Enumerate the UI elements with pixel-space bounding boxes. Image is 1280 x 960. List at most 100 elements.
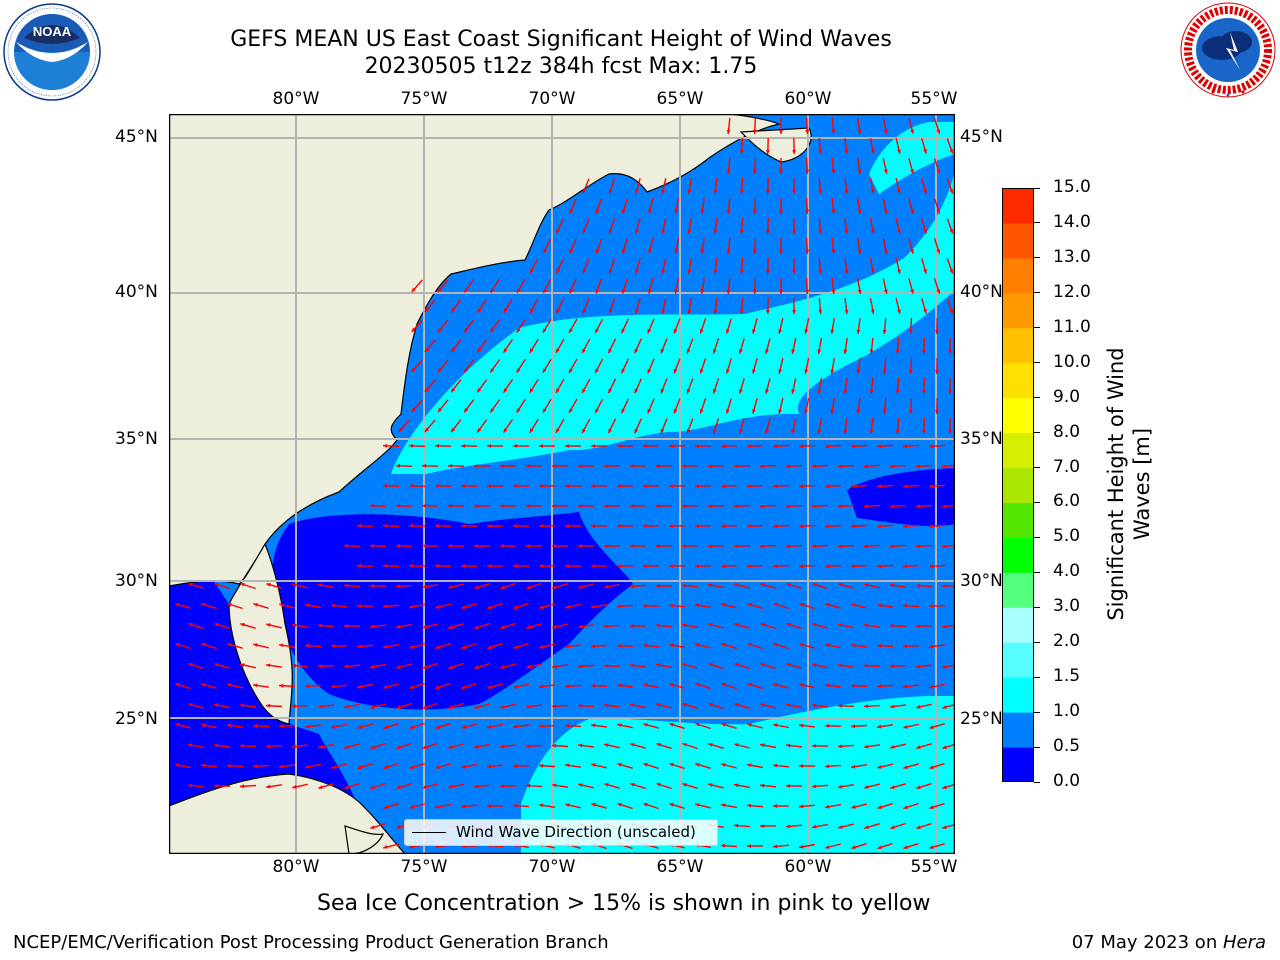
wave-arrow-head (513, 684, 518, 689)
wave-arrow-head (621, 368, 626, 374)
wave-arrow-head (438, 327, 442, 333)
wave-arrow-head (474, 464, 479, 468)
wave-arrow-head (949, 309, 954, 314)
wave-arrow-head (687, 189, 692, 194)
wave-arrow-head (734, 504, 739, 509)
wave-arrow-head (708, 583, 713, 588)
wave-arrow-head (582, 188, 587, 194)
wave-arrow-head (517, 288, 521, 293)
nws-logo (1180, 2, 1276, 98)
wave-arrow-head (903, 603, 908, 608)
wave-arrow-head (595, 368, 599, 374)
colorbar-bin (1002, 677, 1034, 713)
wave-arrow-head (700, 209, 705, 214)
wave-arrow-head (890, 504, 895, 509)
wave-arrow-head (830, 329, 835, 334)
wave-arrow-head (843, 349, 848, 354)
wave-arrow-head (910, 289, 914, 294)
wave-arrow-head (779, 249, 783, 254)
wave-arrow-head (396, 705, 401, 709)
wave-arrow-head (825, 564, 830, 569)
wave-arrow-head (923, 309, 927, 314)
legend-label: Wind Wave Direction (unscaled) (456, 823, 696, 841)
colorbar-tick-label: 8.0 (1053, 421, 1081, 442)
wave-arrow-head (383, 443, 388, 448)
wave-arrow-head (556, 268, 561, 274)
wave-arrow-head (851, 764, 856, 769)
wave-zone-1-1p5-south (521, 696, 955, 854)
colorbar-tick (1034, 501, 1040, 503)
wave-arrow-head (695, 484, 700, 489)
wave-arrow-head (669, 603, 674, 608)
wave-arrow-head (856, 329, 861, 334)
wave-arrow-head (240, 743, 245, 748)
lat-label-right-25n: 25°N (960, 709, 1003, 729)
wave-arrow-head (877, 845, 882, 850)
wave-arrow-head (752, 209, 757, 214)
wave-arrow-head (712, 429, 717, 434)
wave-arrow-head (595, 328, 599, 334)
wave-arrow-head (765, 189, 770, 194)
wave-arrow-head (942, 785, 947, 790)
wave-arrow-head (344, 745, 349, 749)
wave-arrow-head (214, 663, 219, 667)
wave-arrow-head (461, 725, 466, 729)
wave-arrow-head (630, 703, 635, 708)
svg-text:NOAA: NOAA (33, 24, 72, 39)
wave-arrow-head (539, 444, 544, 448)
wave-arrow-head (895, 389, 900, 394)
wave-arrow-head (883, 249, 888, 254)
wave-arrow-head (604, 584, 609, 589)
wave-zone-0-0p5-central (272, 512, 633, 710)
wave-arrow-head (461, 524, 466, 528)
wave-arrow-head (477, 308, 482, 313)
wave-arrow-head (687, 309, 692, 314)
wave-arrow-head (461, 444, 466, 448)
wave-arrow-head (721, 564, 726, 569)
wave-arrow-head (474, 625, 479, 630)
wave-arrow-head (818, 269, 823, 274)
wave-arrow-head (617, 802, 622, 807)
wave-arrow-head (608, 309, 613, 314)
wave-arrow-head (556, 388, 560, 393)
wave-arrow-head (779, 129, 783, 134)
wave-arrow-head (779, 169, 783, 174)
wave-arrow-head (765, 229, 770, 234)
wave-arrow-head (695, 643, 700, 647)
wave-arrow-head (526, 544, 531, 548)
wave-arrow-head (630, 504, 635, 508)
wave-arrow-head (464, 368, 469, 373)
wave-arrow-head (910, 169, 914, 174)
wave-arrow-head (608, 428, 612, 434)
wave-arrow-head (526, 704, 531, 709)
wave-arrow-head (643, 802, 648, 807)
wave-arrow-head (617, 683, 622, 688)
wave-arrow-head (934, 369, 939, 374)
wave-arrow-head (726, 129, 731, 134)
wave-arrow-head (569, 248, 574, 254)
lon-label-bottom-65w: 65°W (656, 857, 704, 877)
wave-arrow-head (734, 623, 739, 627)
colorbar-tick-label: 11.0 (1053, 316, 1091, 337)
wave-arrow-head (542, 368, 547, 373)
wave-arrow-head (500, 625, 505, 630)
wave-arrow-head (817, 349, 822, 354)
wave-arrow-head (890, 623, 895, 628)
wave-arrow-head (713, 229, 718, 234)
wave-arrow-head (747, 844, 752, 848)
wave-arrow-head (669, 484, 674, 489)
wave-arrow-head (595, 209, 600, 214)
wave-arrow-head (424, 387, 429, 393)
wave-arrow-head (487, 484, 492, 488)
wave-arrow-head (604, 743, 609, 748)
wave-arrow-head (726, 249, 731, 254)
wave-arrow-head (726, 209, 731, 214)
wave-arrow-head (929, 684, 934, 689)
wave-arrow-head (214, 582, 219, 587)
wave-arrow-head (910, 129, 914, 134)
wave-arrow-head (773, 564, 778, 569)
lat-label-left-40n: 40°N (115, 282, 158, 302)
wave-arrow-head (929, 444, 934, 449)
wave-arrow-head (461, 645, 466, 650)
wave-arrow-head (882, 369, 887, 374)
